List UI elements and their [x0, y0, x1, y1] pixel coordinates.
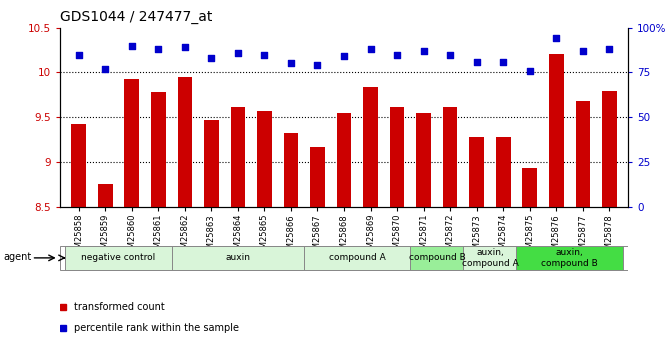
- Bar: [464, 246, 516, 269]
- Bar: [390, 107, 404, 345]
- Text: percentile rank within the sample: percentile rank within the sample: [74, 323, 239, 333]
- Point: [232, 50, 243, 56]
- Bar: [496, 137, 510, 345]
- Bar: [65, 246, 172, 269]
- Point: [312, 62, 323, 68]
- Bar: [98, 184, 112, 345]
- Bar: [576, 101, 590, 345]
- Text: auxin,
compound B: auxin, compound B: [541, 248, 598, 268]
- Point: [339, 53, 349, 59]
- Point: [498, 59, 508, 65]
- Point: [73, 52, 84, 57]
- Point: [391, 52, 402, 57]
- Point: [418, 48, 429, 54]
- Bar: [204, 120, 218, 345]
- Point: [126, 43, 137, 48]
- Bar: [337, 113, 351, 345]
- Bar: [71, 125, 86, 345]
- Point: [524, 68, 535, 73]
- Bar: [410, 246, 464, 269]
- Point: [259, 52, 270, 57]
- Bar: [443, 107, 458, 345]
- Text: negative control: negative control: [81, 253, 156, 263]
- Point: [206, 55, 216, 61]
- Bar: [602, 91, 617, 345]
- Bar: [363, 87, 378, 345]
- Point: [100, 66, 111, 72]
- Point: [577, 48, 588, 54]
- Bar: [470, 137, 484, 345]
- Text: auxin: auxin: [225, 253, 250, 263]
- Bar: [310, 147, 325, 345]
- Point: [472, 59, 482, 65]
- Text: transformed count: transformed count: [74, 302, 165, 312]
- Point: [365, 46, 376, 52]
- Bar: [257, 111, 272, 345]
- Bar: [416, 113, 431, 345]
- Bar: [172, 246, 304, 269]
- Point: [551, 36, 562, 41]
- Point: [153, 46, 164, 52]
- Bar: [284, 134, 298, 345]
- Bar: [516, 246, 623, 269]
- Text: auxin,
compound A: auxin, compound A: [462, 248, 518, 268]
- Bar: [304, 246, 410, 269]
- Point: [286, 61, 297, 66]
- Text: agent: agent: [3, 252, 31, 262]
- Bar: [230, 107, 245, 345]
- Point: [180, 45, 190, 50]
- Text: compound A: compound A: [329, 253, 385, 263]
- Bar: [549, 53, 564, 345]
- Point: [445, 52, 456, 57]
- Text: GDS1044 / 247477_at: GDS1044 / 247477_at: [60, 10, 212, 24]
- Bar: [178, 77, 192, 345]
- Text: compound B: compound B: [409, 253, 465, 263]
- Bar: [124, 79, 139, 345]
- Bar: [151, 92, 166, 345]
- Point: [604, 46, 615, 52]
- Bar: [522, 168, 537, 345]
